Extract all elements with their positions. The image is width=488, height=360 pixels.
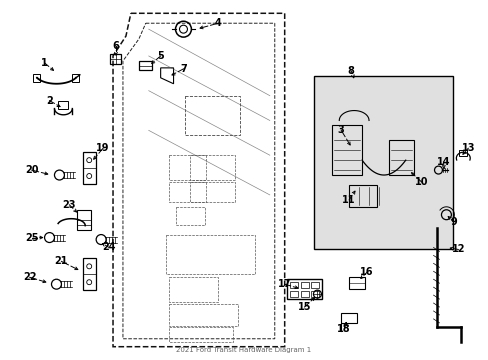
Bar: [458, 150, 467, 156]
Text: 9: 9: [449, 217, 456, 227]
Text: 14: 14: [436, 157, 449, 167]
Text: 18: 18: [337, 324, 350, 334]
Text: 11: 11: [342, 195, 355, 205]
Bar: [311, 291, 319, 297]
Bar: [139, 61, 151, 70]
Bar: [168, 277, 218, 302]
Text: 16: 16: [360, 267, 373, 277]
Text: 4: 4: [214, 18, 221, 28]
Bar: [348, 277, 365, 289]
Text: 22: 22: [23, 272, 36, 282]
Text: 23: 23: [62, 200, 76, 210]
Bar: [289, 291, 297, 297]
Text: 1: 1: [41, 58, 48, 68]
Bar: [300, 291, 308, 297]
Bar: [59, 100, 68, 109]
Bar: [341, 313, 356, 323]
Text: 2: 2: [46, 96, 53, 105]
Bar: [168, 304, 238, 326]
Text: 21: 21: [55, 256, 68, 266]
Bar: [388, 140, 413, 175]
Bar: [83, 152, 96, 184]
Bar: [33, 74, 40, 82]
Text: 20: 20: [25, 165, 39, 175]
Text: 15: 15: [297, 302, 311, 312]
Bar: [286, 279, 322, 299]
Text: 8: 8: [347, 66, 354, 76]
Bar: [165, 235, 254, 274]
Bar: [175, 207, 205, 225]
Bar: [314, 76, 452, 249]
Text: 6: 6: [112, 41, 119, 51]
Bar: [168, 182, 206, 202]
Bar: [110, 54, 121, 64]
Bar: [77, 210, 91, 230]
Text: 25: 25: [25, 233, 39, 243]
Text: 5: 5: [157, 51, 163, 61]
Bar: [348, 185, 376, 207]
Text: 17: 17: [277, 279, 291, 289]
Text: 19: 19: [96, 143, 110, 153]
Text: 7: 7: [180, 64, 186, 74]
Bar: [311, 282, 319, 288]
Text: 10: 10: [414, 177, 427, 187]
Text: 12: 12: [450, 244, 464, 255]
Bar: [168, 327, 233, 342]
Text: 2021 Ford Transit Hardware Diagram 1: 2021 Ford Transit Hardware Diagram 1: [176, 347, 311, 353]
Bar: [332, 125, 361, 175]
Bar: [190, 155, 235, 180]
Bar: [72, 74, 79, 82]
Bar: [83, 258, 96, 290]
Bar: [168, 155, 206, 180]
Text: 13: 13: [461, 143, 474, 153]
Text: 3: 3: [337, 125, 344, 135]
Bar: [289, 282, 297, 288]
Bar: [300, 282, 308, 288]
Text: 24: 24: [102, 243, 116, 252]
Bar: [190, 182, 235, 202]
